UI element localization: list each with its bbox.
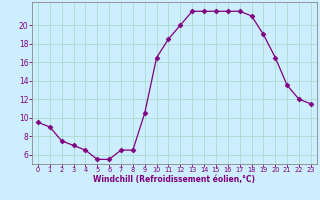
X-axis label: Windchill (Refroidissement éolien,°C): Windchill (Refroidissement éolien,°C) — [93, 175, 255, 184]
